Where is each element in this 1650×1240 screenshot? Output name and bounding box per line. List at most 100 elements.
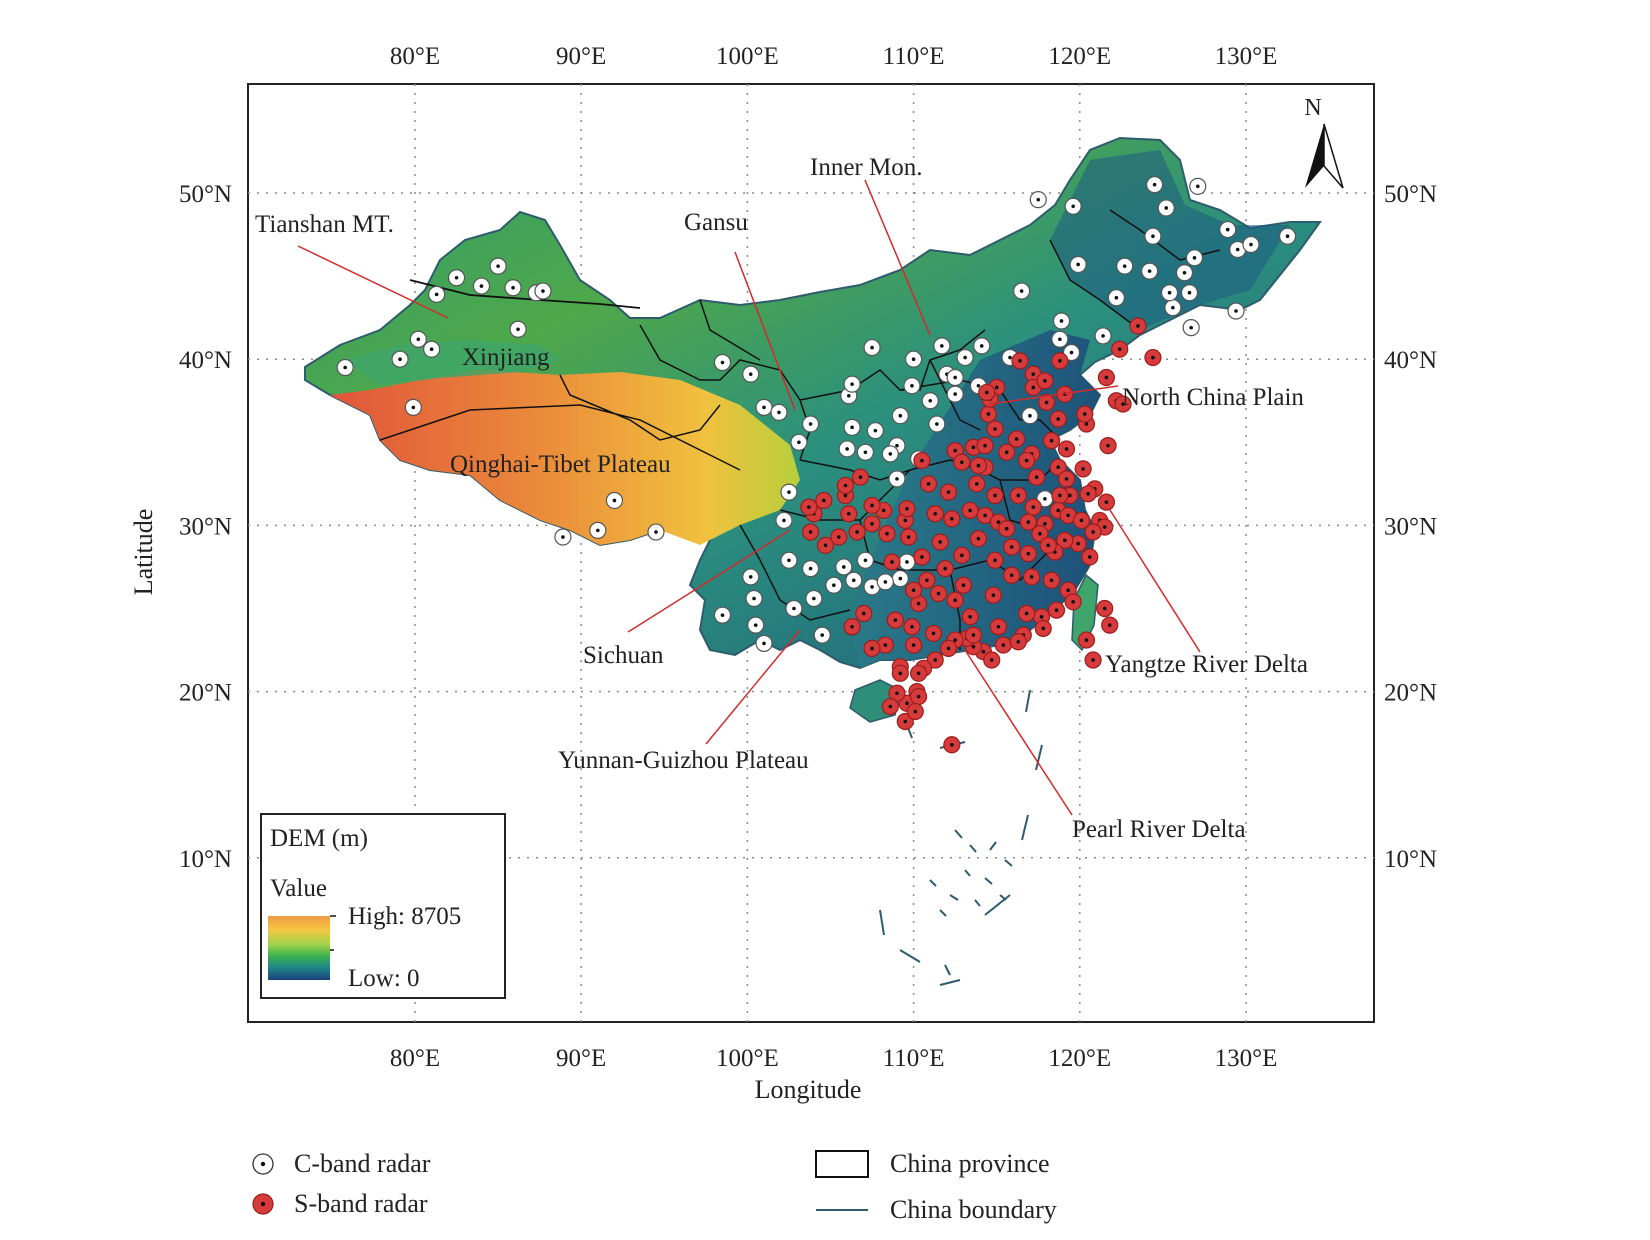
s-band-radar-marker-center xyxy=(843,483,848,488)
s-band-radar-marker-center xyxy=(881,508,886,513)
label-xinjiang: Xinjiang xyxy=(462,344,550,371)
s-band-radar-marker-center xyxy=(986,412,991,416)
c-band-radar-marker-center xyxy=(596,528,600,533)
c-band-radar-marker-center xyxy=(910,383,914,388)
s-band-radar-marker-center xyxy=(1031,385,1036,390)
c-band-radar-marker-center xyxy=(863,450,868,455)
s-band-radar-marker-center xyxy=(971,633,976,637)
s-band-radar-marker-center xyxy=(943,566,947,571)
c-band-radar-marker-center xyxy=(1008,355,1012,360)
lon-tick-bottom: 120°E xyxy=(1048,1045,1111,1072)
c-band-radar-marker-center xyxy=(1069,350,1074,355)
s-band-radar-marker-center xyxy=(890,560,894,564)
c-band-radar-marker-center xyxy=(895,477,899,481)
leader-gansu xyxy=(734,251,796,411)
s-band-radar-marker-center xyxy=(1081,467,1085,471)
s-band-radar-marker-center xyxy=(850,624,854,629)
c-band-radar-marker-center xyxy=(808,566,813,571)
c-band-radar-marker-center xyxy=(1059,319,1064,323)
lon-tick-top: 120°E xyxy=(1048,43,1111,70)
s-band-radar-marker-center xyxy=(905,701,909,706)
s-band-radar-marker-center xyxy=(1044,400,1049,405)
c-band-radar-marker-center xyxy=(1122,264,1127,268)
c-band-radar-marker-center xyxy=(1285,234,1290,239)
label-sichuan: Sichuan xyxy=(583,642,664,669)
c-band-radar-marker-center xyxy=(1192,256,1197,260)
c-band-radar-marker-center xyxy=(516,327,520,332)
c-band-radar-marker-center xyxy=(792,606,796,611)
c-band-radar-marker-center xyxy=(1167,290,1172,295)
c-band-radar-marker-center xyxy=(935,422,939,426)
northeast-plain-relief xyxy=(1050,150,1290,330)
s-band-radar-marker-center xyxy=(950,742,954,747)
s-band-radar-marker-center xyxy=(933,511,938,516)
c-band-radar-marker-center xyxy=(787,558,791,563)
c-band-radar-marker-center xyxy=(720,613,725,617)
lat-tick-right: 20°N xyxy=(1384,680,1437,707)
s-band-radar-layer xyxy=(800,317,1162,754)
leader-inner-mon xyxy=(864,179,931,336)
c-band-radar-marker-center xyxy=(845,447,849,451)
north-arrow: N xyxy=(1304,95,1344,189)
s-band-radar-marker-center xyxy=(996,520,1001,524)
s-band-radar-marker-center xyxy=(1041,626,1046,631)
s-band-radar-marker-center xyxy=(1043,379,1047,383)
s-band-radar-marker-center xyxy=(959,460,964,465)
c-band-radar-marker-center xyxy=(1187,290,1192,295)
s-band-radar-marker-center xyxy=(1104,375,1109,380)
c-band-radar-marker-center xyxy=(863,558,868,563)
dem-legend-value-label: Value xyxy=(270,875,327,902)
s-band-radar-marker-center xyxy=(1026,551,1031,556)
s-band-radar-marker-center xyxy=(1064,477,1069,481)
c-band-radar-marker-center xyxy=(1036,197,1041,202)
c-band-radar-marker-center xyxy=(850,382,854,386)
s-band-radar-marker-center xyxy=(1104,500,1109,504)
s-band-radar-marker-center xyxy=(1064,447,1069,451)
c-band-radar-marker-center xyxy=(343,365,347,370)
s-band-radar-marker-center xyxy=(916,601,921,606)
c-band-radar-marker-center xyxy=(1151,234,1155,239)
s-band-radar-marker-center xyxy=(1014,437,1019,441)
leader-tianshan xyxy=(297,245,449,319)
c-band-radar-marker-center xyxy=(541,289,545,293)
s-band-radar-marker-center xyxy=(1001,643,1006,647)
annotation-labels: Tianshan MT. Gansu Inner Mon. Xinjiang N… xyxy=(255,154,1308,843)
c-band-radar-marker-center xyxy=(873,428,878,433)
c-band-radar-marker-center xyxy=(1058,337,1062,342)
dem-legend-high: High: 8705 xyxy=(348,903,461,930)
s-band-radar-marker-center xyxy=(1004,450,1009,455)
c-band-radar-marker-center xyxy=(720,360,725,365)
s-band-radar-marker-center xyxy=(996,624,1001,629)
s-band-radar-marker-center xyxy=(920,555,924,559)
lat-tick-right: 40°N xyxy=(1384,347,1437,374)
s-band-radar-marker-center xyxy=(983,513,987,518)
c-band-radar-marker-center xyxy=(911,357,916,362)
s-band-radar-marker-center xyxy=(926,482,931,486)
legend-s-band-label: S-band radar xyxy=(294,1189,428,1218)
s-band-radar-marker-center xyxy=(1056,508,1060,513)
s-band-radar-marker-center xyxy=(925,578,929,583)
s-band-radar-marker-center xyxy=(855,530,859,534)
x-axis-label: Longitude xyxy=(755,1075,862,1104)
c-band-radar-marker-center xyxy=(851,578,856,583)
s-band-radar-marker-center xyxy=(1029,575,1034,579)
s-band-radar-marker-center xyxy=(920,458,924,463)
china-province-icon xyxy=(815,1150,869,1178)
c-band-radar-marker-center xyxy=(820,633,824,637)
c-band-radar-layer xyxy=(336,176,1297,653)
c-band-radar-marker-center xyxy=(1147,269,1152,273)
c-band-radar-marker-center xyxy=(479,284,484,288)
c-band-radar-marker-center xyxy=(434,292,439,297)
label-inner-mon: Inner Mon. xyxy=(810,154,922,181)
s-band-radar-marker-center xyxy=(1024,458,1029,463)
c-band-radar-marker-center xyxy=(561,535,565,539)
s-band-radar-marker-center xyxy=(976,536,981,541)
lon-tick-bottom: 100°E xyxy=(716,1045,779,1072)
leader-yunnan-guizhou xyxy=(705,629,801,745)
s-band-radar-marker-center xyxy=(1107,623,1112,627)
s-band-radar-marker-center xyxy=(1054,608,1059,612)
s-band-radar-marker-center xyxy=(1046,543,1051,548)
lat-tick-left: 10°N xyxy=(179,846,232,873)
s-band-radar-marker-center xyxy=(1049,438,1054,443)
s-band-radar-marker-center xyxy=(808,530,813,534)
